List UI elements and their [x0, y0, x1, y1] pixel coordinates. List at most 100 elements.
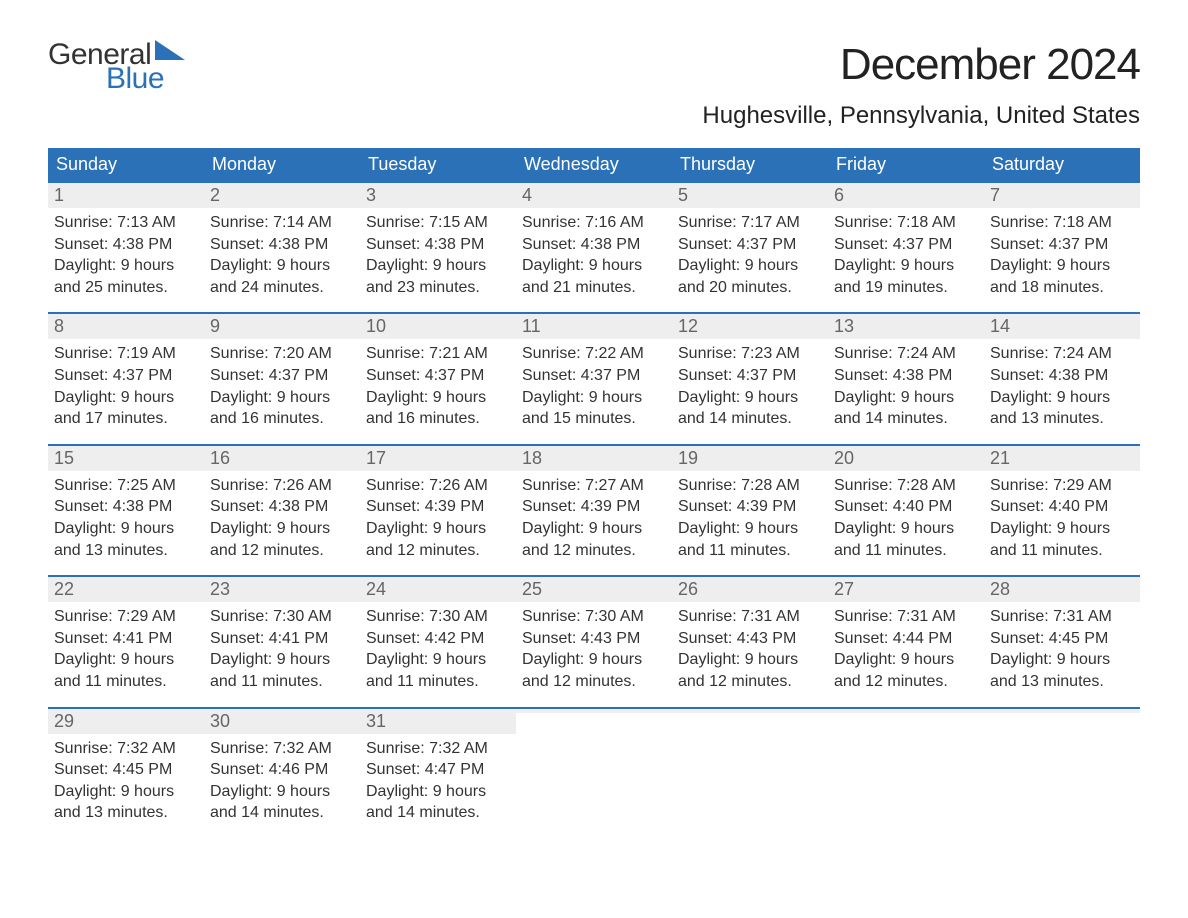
day-sunset: Sunset: 4:44 PM — [834, 628, 978, 650]
calendar: Sunday Monday Tuesday Wednesday Thursday… — [48, 148, 1140, 838]
day-d2: and 11 minutes. — [210, 671, 354, 693]
day-sunset: Sunset: 4:37 PM — [678, 365, 822, 387]
day-body: Sunrise: 7:24 AMSunset: 4:38 PMDaylight:… — [984, 339, 1140, 429]
day-sunrise: Sunrise: 7:32 AM — [54, 738, 198, 760]
calendar-day: 13 Sunrise: 7:24 AMSunset: 4:38 PMDayligh… — [828, 314, 984, 443]
day-body: Sunrise: 7:29 AMSunset: 4:41 PMDaylight:… — [48, 602, 204, 692]
day-d2: and 11 minutes. — [990, 540, 1134, 562]
calendar-day: 1Sunrise: 7:13 AMSunset: 4:38 PMDaylight… — [48, 183, 204, 312]
title-block: December 2024 Hughesville, Pennsylvania,… — [702, 40, 1140, 130]
day-d1: Daylight: 9 hours — [210, 781, 354, 803]
day-number-row: 1 — [48, 183, 204, 208]
calendar-day: 3Sunrise: 7:15 AMSunset: 4:38 PMDaylight… — [360, 183, 516, 312]
day-number: 31 — [366, 711, 386, 731]
calendar-day: 10 Sunrise: 7:21 AMSunset: 4:37 PMDayligh… — [360, 314, 516, 443]
calendar-day — [828, 709, 984, 838]
day-number-row: 8 — [48, 314, 204, 339]
day-sunrise: Sunrise: 7:18 AM — [990, 212, 1134, 234]
day-d2: and 20 minutes. — [678, 277, 822, 299]
day-number: 30 — [210, 711, 230, 731]
day-sunrise: Sunrise: 7:30 AM — [522, 606, 666, 628]
day-body: Sunrise: 7:21 AMSunset: 4:37 PMDaylight:… — [360, 339, 516, 429]
day-body: Sunrise: 7:26 AMSunset: 4:38 PMDaylight:… — [204, 471, 360, 561]
day-number: 5 — [678, 185, 688, 205]
calendar-day: 14Sunrise: 7:24 AMSunset: 4:38 PMDayligh… — [984, 314, 1140, 443]
calendar-day: 4Sunrise: 7:16 AMSunset: 4:38 PMDaylight… — [516, 183, 672, 312]
calendar-day: 26Sunrise: 7:31 AMSunset: 4:43 PMDayligh… — [672, 577, 828, 706]
day-d1: Daylight: 9 hours — [678, 387, 822, 409]
day-sunset: Sunset: 4:47 PM — [366, 759, 510, 781]
day-number: 25 — [522, 579, 542, 599]
day-sunset: Sunset: 4:43 PM — [678, 628, 822, 650]
day-sunrise: Sunrise: 7:24 AM — [834, 343, 978, 365]
day-number-row: 21 — [984, 446, 1140, 471]
day-sunrise: Sunrise: 7:21 AM — [366, 343, 510, 365]
day-body: Sunrise: 7:15 AMSunset: 4:38 PMDaylight:… — [360, 208, 516, 298]
day-number-row: 31 — [360, 709, 516, 734]
day-sunset: Sunset: 4:41 PM — [210, 628, 354, 650]
day-d2: and 11 minutes. — [366, 671, 510, 693]
day-number-row: 15 — [48, 446, 204, 471]
day-d1: Daylight: 9 hours — [210, 387, 354, 409]
day-sunset: Sunset: 4:37 PM — [210, 365, 354, 387]
day-d2: and 14 minutes. — [834, 408, 978, 430]
day-d2: and 12 minutes. — [522, 671, 666, 693]
day-sunset: Sunset: 4:37 PM — [834, 234, 978, 256]
day-sunset: Sunset: 4:37 PM — [366, 365, 510, 387]
day-number: 20 — [834, 448, 854, 468]
day-d2: and 16 minutes. — [366, 408, 510, 430]
day-d2: and 19 minutes. — [834, 277, 978, 299]
day-d1: Daylight: 9 hours — [990, 518, 1134, 540]
calendar-week: 22Sunrise: 7:29 AMSunset: 4:41 PMDayligh… — [48, 575, 1140, 706]
day-d1: Daylight: 9 hours — [366, 255, 510, 277]
day-d1: Daylight: 9 hours — [834, 387, 978, 409]
day-number-row: 5 — [672, 183, 828, 208]
day-sunrise: Sunrise: 7:15 AM — [366, 212, 510, 234]
day-number: 10 — [366, 316, 386, 336]
day-sunset: Sunset: 4:37 PM — [522, 365, 666, 387]
day-number-row: 26 — [672, 577, 828, 602]
day-number-row: 24 — [360, 577, 516, 602]
day-body: Sunrise: 7:13 AMSunset: 4:38 PMDaylight:… — [48, 208, 204, 298]
day-number-row: 18 — [516, 446, 672, 471]
logo: General Blue — [48, 40, 185, 94]
day-number: 13 — [834, 316, 854, 336]
day-number: 17 — [366, 448, 386, 468]
day-d2: and 12 minutes. — [210, 540, 354, 562]
day-number-row: 4 — [516, 183, 672, 208]
day-number-row: 30 — [204, 709, 360, 734]
day-d1: Daylight: 9 hours — [834, 649, 978, 671]
header: General Blue December 2024 Hughesville, … — [48, 40, 1140, 130]
day-d1: Daylight: 9 hours — [210, 649, 354, 671]
day-d1: Daylight: 9 hours — [54, 518, 198, 540]
calendar-day: 15Sunrise: 7:25 AMSunset: 4:38 PMDayligh… — [48, 446, 204, 575]
day-d2: and 12 minutes. — [366, 540, 510, 562]
calendar-day: 8Sunrise: 7:19 AMSunset: 4:37 PMDaylight… — [48, 314, 204, 443]
day-body: Sunrise: 7:30 AMSunset: 4:43 PMDaylight:… — [516, 602, 672, 692]
day-number-row: 27 — [828, 577, 984, 602]
day-number-row: 13 — [828, 314, 984, 339]
day-sunrise: Sunrise: 7:29 AM — [990, 475, 1134, 497]
day-body: Sunrise: 7:16 AMSunset: 4:38 PMDaylight:… — [516, 208, 672, 298]
day-d1: Daylight: 9 hours — [210, 518, 354, 540]
day-body: Sunrise: 7:26 AMSunset: 4:39 PMDaylight:… — [360, 471, 516, 561]
day-number: 9 — [210, 316, 220, 336]
day-number-row: 6 — [828, 183, 984, 208]
day-sunrise: Sunrise: 7:22 AM — [522, 343, 666, 365]
day-number-row: 23 — [204, 577, 360, 602]
day-sunset: Sunset: 4:38 PM — [990, 365, 1134, 387]
day-sunrise: Sunrise: 7:31 AM — [990, 606, 1134, 628]
day-sunrise: Sunrise: 7:31 AM — [834, 606, 978, 628]
day-body: Sunrise: 7:17 AMSunset: 4:37 PMDaylight:… — [672, 208, 828, 298]
day-sunrise: Sunrise: 7:23 AM — [678, 343, 822, 365]
day-sunset: Sunset: 4:43 PM — [522, 628, 666, 650]
day-number: 11 — [522, 316, 541, 336]
logo-text-blue: Blue — [106, 64, 185, 94]
day-d1: Daylight: 9 hours — [522, 649, 666, 671]
day-sunrise: Sunrise: 7:31 AM — [678, 606, 822, 628]
day-body: Sunrise: 7:30 AMSunset: 4:41 PMDaylight:… — [204, 602, 360, 692]
day-number-row: 19 — [672, 446, 828, 471]
day-sunrise: Sunrise: 7:16 AM — [522, 212, 666, 234]
day-d2: and 23 minutes. — [366, 277, 510, 299]
day-sunset: Sunset: 4:38 PM — [834, 365, 978, 387]
